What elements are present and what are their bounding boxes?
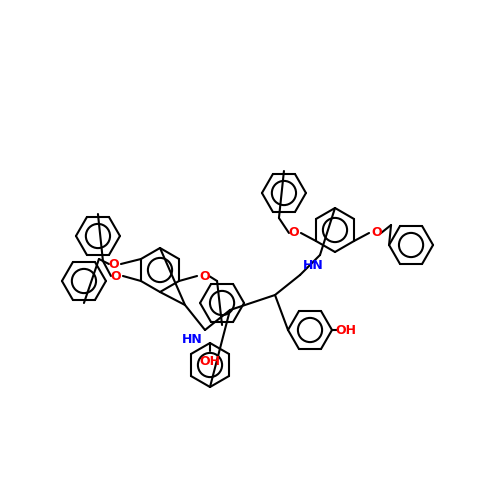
Text: HN: HN	[182, 333, 203, 346]
Text: O: O	[108, 258, 119, 270]
Text: OH: OH	[335, 324, 356, 336]
Text: HN: HN	[303, 259, 324, 272]
Text: O: O	[110, 270, 121, 282]
Text: OH: OH	[200, 355, 220, 368]
Text: O: O	[199, 270, 209, 282]
Text: O: O	[288, 226, 299, 239]
Text: O: O	[371, 226, 382, 239]
